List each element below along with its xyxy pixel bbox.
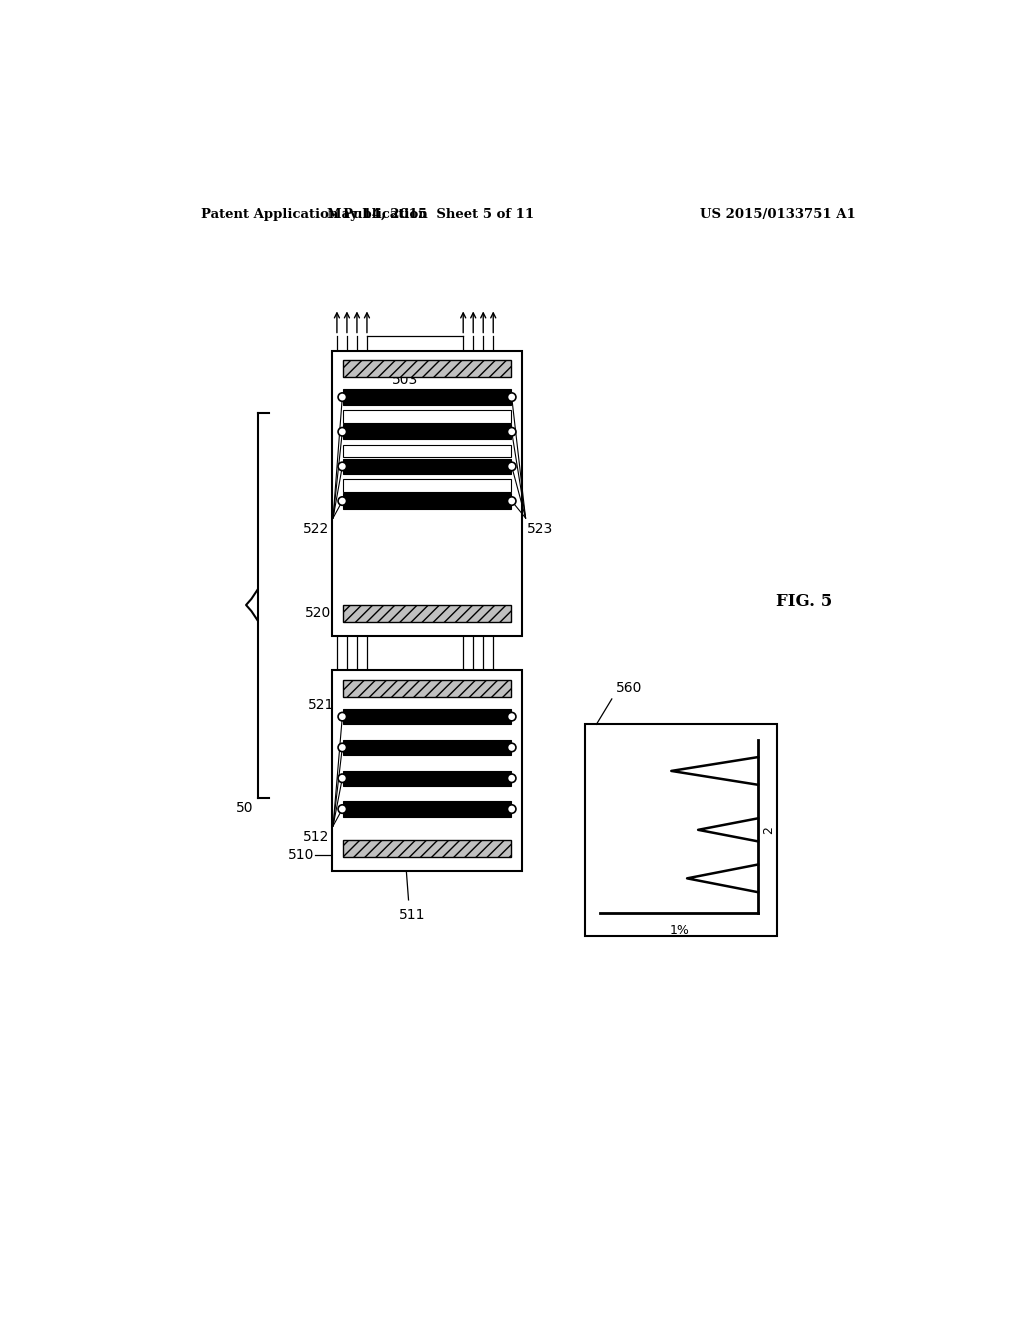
Bar	[333, 351, 521, 636]
Text: 511: 511	[399, 908, 426, 921]
Circle shape	[338, 805, 346, 813]
Bar	[343, 479, 511, 492]
Bar	[585, 725, 777, 936]
Circle shape	[508, 743, 516, 751]
Bar	[343, 739, 511, 755]
Circle shape	[338, 462, 346, 471]
Bar	[343, 459, 511, 474]
Text: 510: 510	[288, 849, 313, 862]
Text: FIG. 5: FIG. 5	[776, 593, 833, 610]
Text: May 14, 2015  Sheet 5 of 11: May 14, 2015 Sheet 5 of 11	[328, 209, 535, 222]
Bar	[343, 840, 511, 857]
Text: 523: 523	[527, 521, 553, 536]
Circle shape	[338, 428, 346, 436]
Circle shape	[508, 805, 516, 813]
Circle shape	[338, 393, 346, 401]
Bar	[343, 771, 511, 785]
Text: 503: 503	[392, 374, 419, 387]
Bar	[343, 360, 511, 378]
Circle shape	[508, 393, 516, 401]
Circle shape	[508, 713, 516, 721]
Bar	[343, 801, 511, 817]
Bar	[343, 389, 511, 405]
Circle shape	[508, 774, 516, 783]
Text: 1%: 1%	[670, 924, 689, 937]
Text: 520: 520	[304, 606, 331, 619]
Circle shape	[338, 774, 346, 783]
Bar	[343, 605, 511, 622]
Bar	[333, 671, 521, 871]
Text: 522: 522	[303, 521, 330, 536]
Text: US 2015/0133751 A1: US 2015/0133751 A1	[700, 209, 856, 222]
Bar	[343, 424, 511, 440]
Bar	[343, 411, 511, 422]
Text: 521: 521	[307, 698, 334, 711]
Bar	[343, 709, 511, 725]
Circle shape	[508, 428, 516, 436]
Circle shape	[508, 496, 516, 506]
Text: 560: 560	[615, 681, 642, 696]
Text: 512: 512	[303, 830, 330, 843]
Bar	[343, 445, 511, 457]
Text: Patent Application Publication: Patent Application Publication	[202, 209, 428, 222]
Bar	[343, 494, 511, 508]
Circle shape	[508, 462, 516, 471]
Circle shape	[338, 743, 346, 751]
Circle shape	[338, 496, 346, 506]
Text: 2: 2	[762, 826, 775, 834]
Circle shape	[338, 713, 346, 721]
Text: 50: 50	[236, 801, 253, 816]
Bar	[343, 680, 511, 697]
